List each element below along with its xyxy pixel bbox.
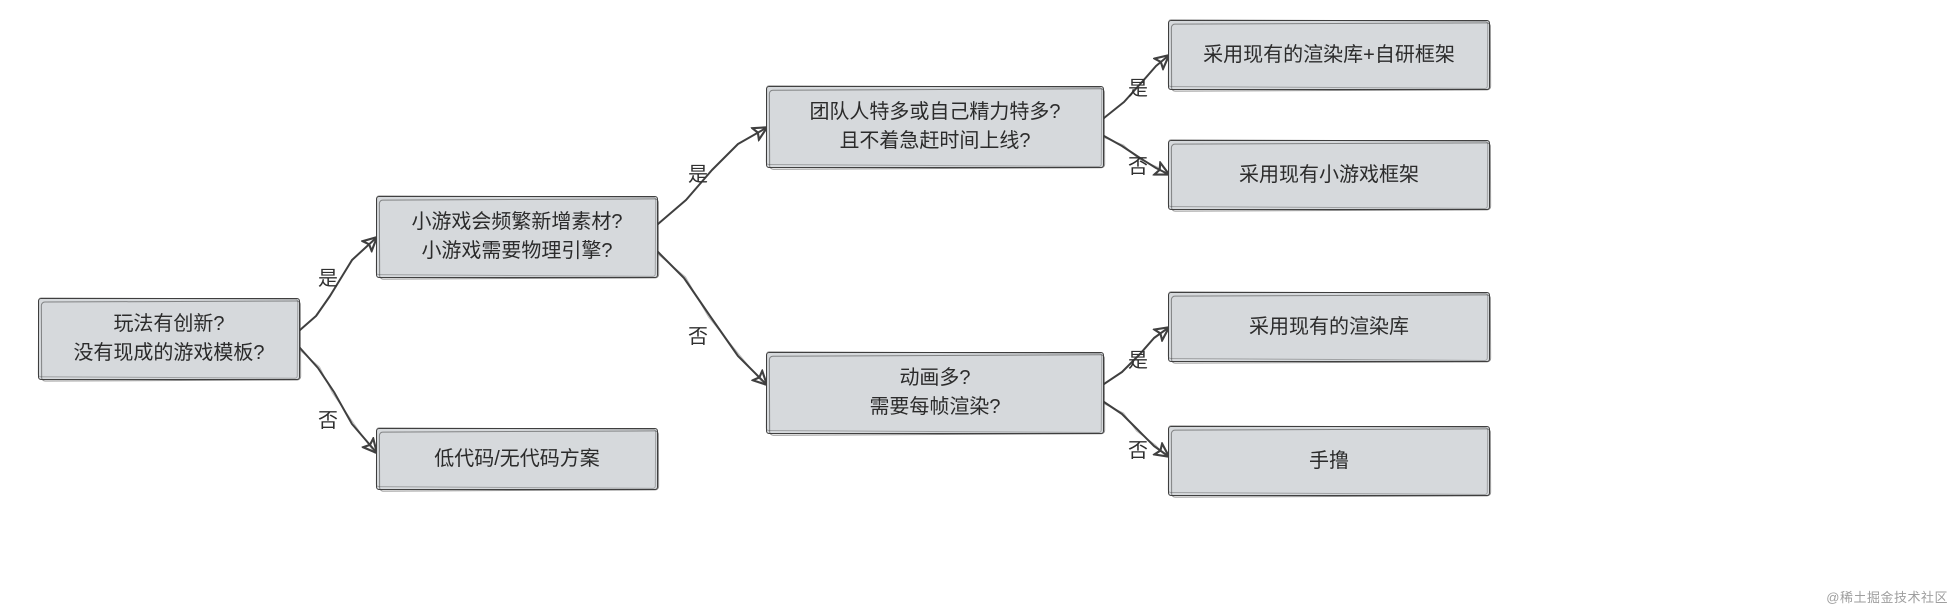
edge-e2 [300, 348, 376, 452]
node-n6-line-0: 采用现有的渲染库+自研框架 [1203, 41, 1455, 70]
node-n2-line-1: 小游戏需要物理引擎? [421, 237, 612, 266]
node-n2: 小游戏会频繁新增素材?小游戏需要物理引擎? [376, 196, 658, 278]
node-n5: 动画多?需要每帧渲染? [766, 352, 1104, 434]
edge-label-e4: 否 [688, 320, 708, 349]
node-n4: 团队人特多或自己精力特多?且不着急赶时间上线? [766, 86, 1104, 168]
edge-label-e7: 是 [1128, 344, 1148, 373]
node-n3: 低代码/无代码方案 [376, 428, 658, 490]
node-n4-line-0: 团队人特多或自己精力特多? [809, 98, 1060, 127]
edge-label-e5: 是 [1128, 72, 1148, 101]
node-n4-line-1: 且不着急赶时间上线? [839, 127, 1030, 156]
node-n8: 采用现有的渲染库 [1168, 292, 1490, 362]
node-n6: 采用现有的渲染库+自研框架 [1168, 20, 1490, 90]
node-n1-line-0: 玩法有创新? [113, 310, 224, 339]
node-n8-line-0: 采用现有的渲染库 [1249, 313, 1409, 342]
edge-e3 [658, 128, 766, 224]
node-n3-line-0: 低代码/无代码方案 [434, 445, 600, 474]
edge-label-e8: 否 [1128, 434, 1148, 463]
node-n1-line-1: 没有现成的游戏模板? [73, 339, 264, 368]
node-n5-line-0: 动画多? [899, 364, 970, 393]
edge-e4 [658, 252, 766, 384]
node-n5-line-1: 需要每帧渲染? [869, 393, 1000, 422]
edge-label-e6: 否 [1128, 150, 1148, 179]
node-n1: 玩法有创新?没有现成的游戏模板? [38, 298, 300, 380]
diagram-canvas: @稀土掘金技术社区 玩法有创新?没有现成的游戏模板? 小游戏会频繁新增素材?小游戏… [0, 0, 1956, 610]
edge-label-e3: 是 [688, 158, 708, 187]
node-n2-line-0: 小游戏会频繁新增素材? [411, 208, 622, 237]
node-n9-line-0: 手撸 [1309, 447, 1349, 476]
node-n7-line-0: 采用现有小游戏框架 [1239, 161, 1419, 190]
node-n7: 采用现有小游戏框架 [1168, 140, 1490, 210]
edge-label-e1: 是 [318, 262, 338, 291]
watermark-text: @稀土掘金技术社区 [1826, 587, 1948, 606]
edge-e1 [300, 238, 376, 330]
edge-label-e2: 否 [318, 404, 338, 433]
node-n9: 手撸 [1168, 426, 1490, 496]
